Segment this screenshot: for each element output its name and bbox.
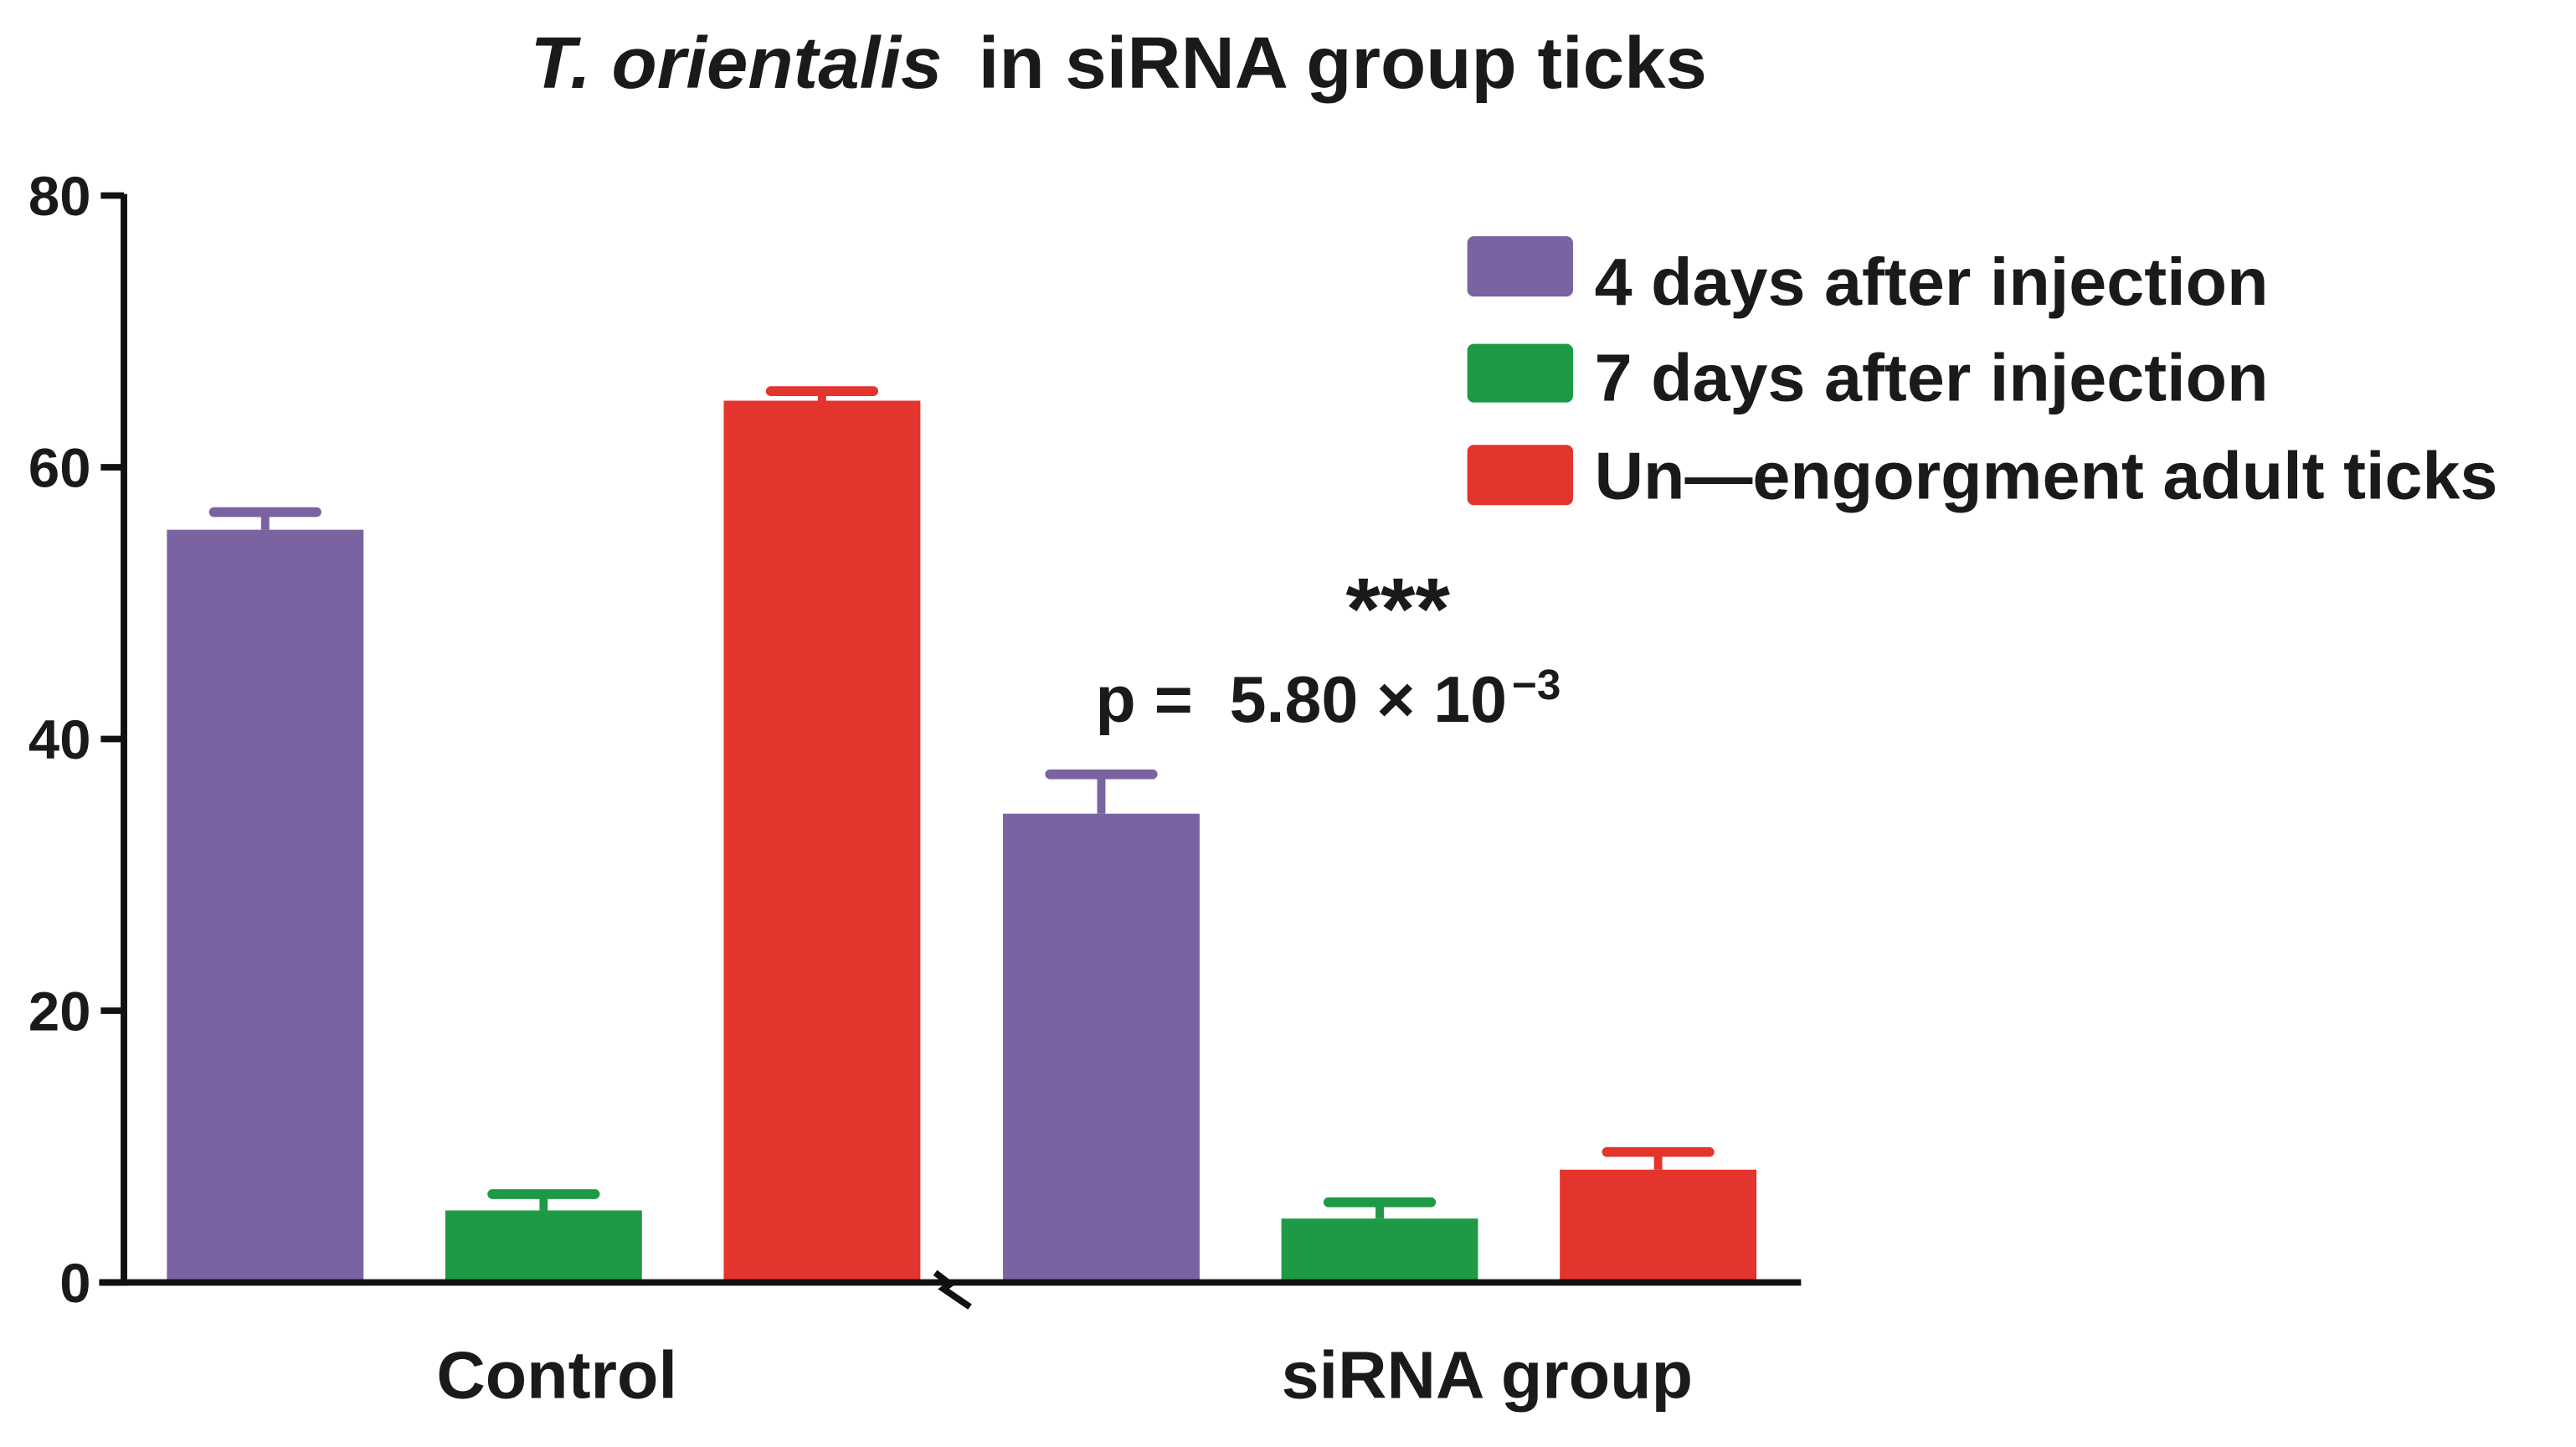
y-tick-label: 80 bbox=[28, 166, 91, 227]
axis-break-mark bbox=[933, 1269, 972, 1310]
p-value-exponent: −3 bbox=[1512, 661, 1561, 708]
bar bbox=[723, 400, 921, 1283]
legend-label: 4 days after injection bbox=[1595, 245, 2269, 319]
chart-title-italic: T. orientalis bbox=[531, 22, 943, 104]
chart-title-rest: in siRNA group ticks bbox=[979, 22, 1707, 104]
bar bbox=[1560, 1169, 1757, 1283]
legend-swatch bbox=[1467, 343, 1573, 403]
legend-swatch bbox=[1467, 236, 1573, 297]
bars-layer bbox=[167, 400, 1757, 1283]
p-value-text: p = 5.80 × 10 bbox=[1096, 663, 1507, 736]
y-tick-label: 20 bbox=[28, 981, 91, 1043]
y-tick-label: 40 bbox=[28, 709, 91, 770]
bar bbox=[1003, 813, 1200, 1283]
y-ticks-layer: 0 20 40 60 80 bbox=[28, 166, 125, 1315]
legend-item: 4 days after injection bbox=[1467, 236, 2269, 320]
x-category-label-control: Control bbox=[436, 1338, 677, 1413]
chart-title: T. orientalis in siRNA group ticks bbox=[531, 22, 1707, 104]
bar bbox=[167, 529, 364, 1283]
legend-swatch bbox=[1467, 445, 1573, 506]
bar bbox=[445, 1210, 642, 1283]
legend-item: Un—engorgment adult ticks bbox=[1467, 439, 2498, 513]
significance-stars: *** bbox=[1346, 559, 1451, 657]
legend: 4 days after injection 7 days after inje… bbox=[1467, 236, 2498, 513]
y-tick-label: 0 bbox=[59, 1253, 90, 1314]
bar bbox=[1281, 1218, 1478, 1283]
y-tick-label: 60 bbox=[28, 438, 91, 499]
legend-label: 7 days after injection bbox=[1595, 341, 2269, 415]
error-bars-layer bbox=[208, 386, 1715, 1219]
legend-label: Un—engorgment adult ticks bbox=[1595, 439, 2498, 513]
legend-item: 7 days after injection bbox=[1467, 341, 2269, 416]
x-category-label-sirna-group: siRNA group bbox=[1282, 1338, 1693, 1413]
